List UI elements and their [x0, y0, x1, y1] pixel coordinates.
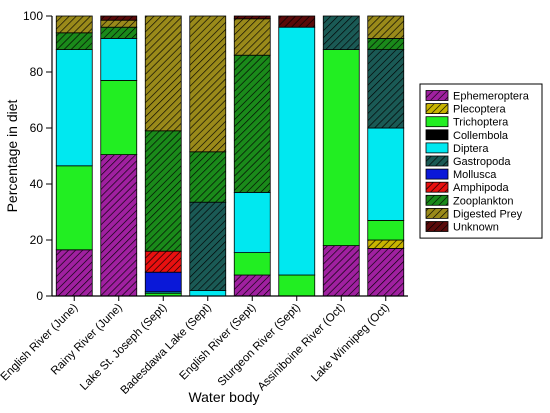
bar-segment-diptera	[278, 26, 316, 276]
bar-segment-diptera	[189, 289, 227, 297]
legend-swatch	[425, 155, 449, 167]
legend-label: Diptera	[453, 143, 489, 155]
bar-segment-gastropoda	[189, 201, 227, 291]
legend-swatch	[425, 116, 449, 128]
x-tick-label: Lake St. Joseph (Sept)	[78, 302, 169, 393]
legend-label: Trichoptera	[453, 117, 509, 129]
y-axis-title: Percentage in diet	[4, 99, 20, 212]
x-tick-label: English River (Sept)	[178, 302, 259, 383]
x-tick-label: English River (June)	[0, 302, 80, 384]
bar-segment-zooplankton	[367, 38, 405, 51]
bar-segment-zooplankton	[233, 54, 271, 193]
bar-segment-zooplankton	[55, 32, 93, 50]
bar-segment-trichoptera	[278, 274, 316, 297]
legend-label: Unknown	[453, 222, 499, 234]
legend-label: Ephemeroptera	[453, 91, 530, 103]
legend-swatch	[425, 168, 449, 180]
bar-segment-zooplankton	[100, 26, 138, 39]
legend-swatch	[425, 90, 449, 101]
legend-label: Zooplankton	[453, 195, 514, 207]
bar-segment-amphipoda	[144, 250, 182, 273]
y-tick-label: 80	[30, 65, 44, 79]
legend-swatch	[425, 194, 449, 206]
legend: EphemeropteraPlecopteraTrichopteraCollem…	[419, 83, 543, 239]
x-tick-label: Badesdawa Lake (Sept)	[119, 302, 214, 397]
legend-swatch	[425, 103, 449, 114]
y-tick-label: 40	[30, 177, 44, 191]
legend-label: Amphipoda	[453, 182, 510, 194]
bar-segment-ephemeroptera	[233, 274, 271, 297]
bar-segment-digested-prey	[233, 18, 271, 56]
y-tick-label: 60	[30, 121, 44, 135]
bar-segment-unknown	[278, 15, 316, 28]
y-tick-label: 100	[23, 9, 43, 23]
bar-segment-digested-prey	[144, 15, 182, 132]
x-axis-title: Water body	[188, 389, 259, 405]
x-tick-label: Assiniboine River (Oct)	[256, 302, 348, 394]
bar-segment-digested-prey	[100, 19, 138, 28]
bar-segment-digested-prey	[367, 15, 405, 39]
bar-segment-trichoptera	[322, 49, 360, 246]
legend-label: Collembola	[453, 130, 509, 142]
bar-segment-gastropoda	[322, 15, 360, 50]
legend-swatch	[425, 221, 449, 232]
bar-segment-trichoptera	[55, 165, 93, 251]
legend-swatch	[425, 129, 449, 141]
bar-segment-trichoptera	[100, 80, 138, 155]
x-tick-label: Lake Winnipeg (Oct)	[309, 302, 392, 385]
bar-segment-zooplankton	[189, 151, 227, 203]
bar-segment-unknown	[100, 15, 138, 21]
legend-label: Plecoptera	[453, 104, 506, 116]
bar-segment-mollusca	[144, 271, 182, 293]
legend-label: Digested Prey	[453, 208, 523, 220]
x-tick-label: Sturgeon River (Sept)	[216, 302, 303, 389]
bar-segment-zooplankton	[144, 130, 182, 252]
legend-swatch	[425, 207, 449, 219]
bar-segment-trichoptera	[367, 219, 405, 241]
bar-segment-ephemeroptera	[367, 247, 405, 297]
bar-segment-gastropoda	[367, 49, 405, 129]
bar-segment-ephemeroptera	[322, 245, 360, 297]
bar-segment-digested-prey	[55, 15, 93, 34]
bar-segment-trichoptera	[233, 252, 271, 276]
bar-segment-digested-prey	[189, 15, 227, 153]
bar-segment-plecoptera	[367, 239, 405, 249]
legend-swatch	[425, 181, 449, 193]
bar-segment-ephemeroptera	[55, 249, 93, 297]
bar-segment-ephemeroptera	[100, 154, 138, 297]
y-tick-label: 20	[30, 233, 44, 247]
legend-swatch	[425, 142, 449, 154]
bar-segment-diptera	[367, 127, 405, 221]
legend-label: Mollusca	[453, 169, 497, 181]
bar-segment-diptera	[233, 191, 271, 253]
legend-label: Gastropoda	[453, 156, 511, 168]
bar-segment-unknown	[233, 15, 271, 20]
bars-layer	[55, 15, 405, 297]
bar-segment-diptera	[55, 49, 93, 167]
y-tick-label: 0	[36, 289, 43, 303]
bar-segment-diptera	[100, 38, 138, 81]
